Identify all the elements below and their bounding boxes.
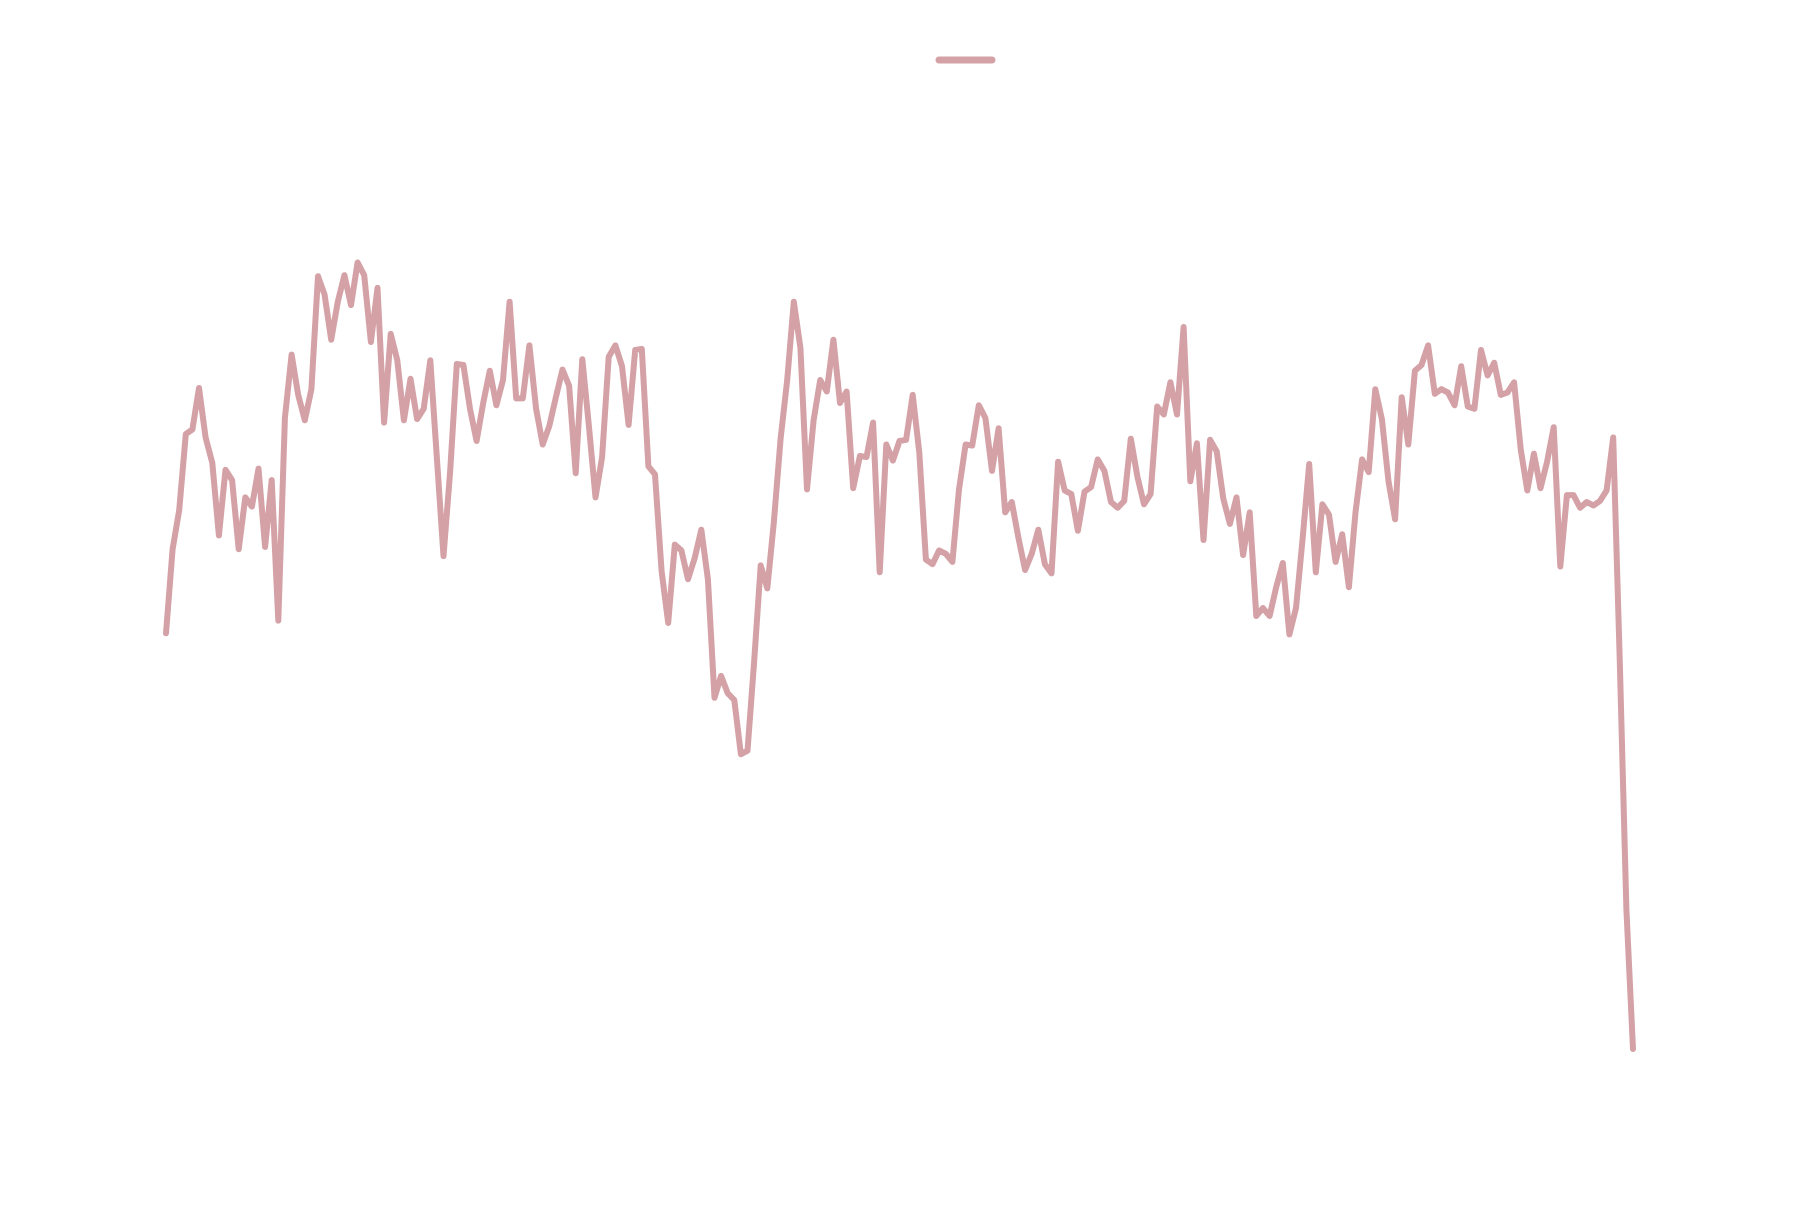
line-series (163, 259, 1636, 1052)
